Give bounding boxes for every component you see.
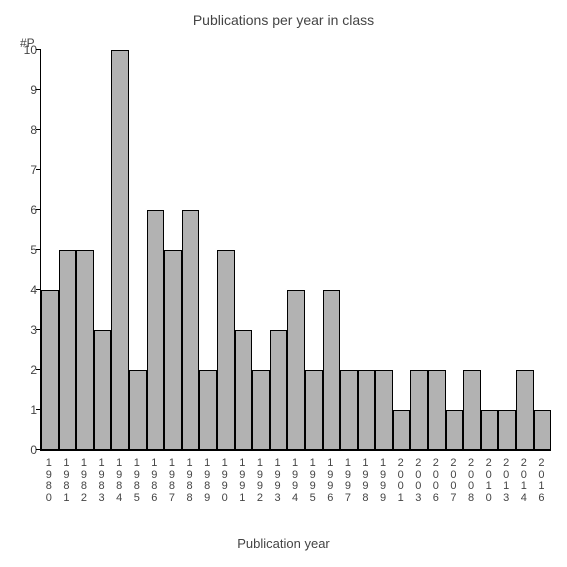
y-tick-label: 2	[17, 363, 37, 377]
bar	[41, 290, 59, 450]
x-tick-label: 1996	[322, 454, 340, 504]
bar	[428, 370, 446, 450]
x-tick-label: 2006	[427, 454, 445, 504]
x-tick-label: 1989	[198, 454, 216, 504]
x-tick-label: 1995	[304, 454, 322, 504]
x-tick-label: 1981	[58, 454, 76, 504]
bar	[498, 410, 516, 450]
bar	[252, 370, 270, 450]
bar	[111, 50, 129, 450]
x-tick-label: 1984	[110, 454, 128, 504]
y-tick-label: 9	[17, 83, 37, 97]
x-tick-label: 2010	[480, 454, 498, 504]
bar	[481, 410, 499, 450]
bar	[463, 370, 481, 450]
x-tick-label: 2016	[533, 454, 551, 504]
x-tick-labels: 1980198119821983198419851986198719881989…	[40, 454, 550, 504]
bar	[147, 210, 165, 450]
bars-group	[41, 50, 551, 450]
x-tick-label: 2001	[392, 454, 410, 504]
bar	[287, 290, 305, 450]
y-tick-mark	[36, 289, 41, 290]
x-tick-label: 2013	[497, 454, 515, 504]
y-tick-mark	[36, 209, 41, 210]
y-tick-label: 5	[17, 243, 37, 257]
bar	[270, 330, 288, 450]
x-tick-label: 2003	[409, 454, 427, 504]
bar	[516, 370, 534, 450]
bar	[182, 210, 200, 450]
x-tick-label: 1994	[286, 454, 304, 504]
x-tick-label: 1982	[75, 454, 93, 504]
y-tick-mark	[36, 449, 41, 450]
y-tick-label: 1	[17, 403, 37, 417]
chart-title: Publications per year in class	[0, 12, 567, 28]
bar	[340, 370, 358, 450]
y-tick-label: 3	[17, 323, 37, 337]
chart-container: Publications per year in class #P 012345…	[0, 0, 567, 567]
x-tick-label: 1986	[146, 454, 164, 504]
bar	[534, 410, 552, 450]
x-axis-title: Publication year	[0, 536, 567, 551]
bar	[129, 370, 147, 450]
x-tick-label: 1988	[181, 454, 199, 504]
y-tick-mark	[36, 249, 41, 250]
y-tick-mark	[36, 369, 41, 370]
y-tick-mark	[36, 49, 41, 50]
y-tick-mark	[36, 409, 41, 410]
bar	[164, 250, 182, 450]
x-tick-label: 1993	[269, 454, 287, 504]
x-tick-label: 1997	[339, 454, 357, 504]
y-tick-mark	[36, 89, 41, 90]
x-tick-label: 2014	[515, 454, 533, 504]
x-tick-label: 2007	[445, 454, 463, 504]
bar	[323, 290, 341, 450]
x-tick-label: 1999	[374, 454, 392, 504]
bar	[358, 370, 376, 450]
bar	[375, 370, 393, 450]
bar	[410, 370, 428, 450]
y-tick-label: 4	[17, 283, 37, 297]
x-tick-label: 1983	[93, 454, 111, 504]
x-tick-label: 1992	[251, 454, 269, 504]
x-tick-label: 1985	[128, 454, 146, 504]
y-tick-mark	[36, 329, 41, 330]
y-tick-label: 8	[17, 123, 37, 137]
bar	[199, 370, 217, 450]
x-tick-label: 1987	[163, 454, 181, 504]
y-tick-label: 10	[17, 43, 37, 57]
plot-area: 012345678910	[40, 50, 551, 451]
x-tick-label: 1991	[234, 454, 252, 504]
x-tick-label: 2008	[462, 454, 480, 504]
x-tick-label: 1990	[216, 454, 234, 504]
bar	[94, 330, 112, 450]
bar	[305, 370, 323, 450]
y-tick-label: 6	[17, 203, 37, 217]
y-tick-mark	[36, 169, 41, 170]
bar	[393, 410, 411, 450]
bar	[217, 250, 235, 450]
bar	[59, 250, 77, 450]
x-tick-label: 1980	[40, 454, 58, 504]
y-tick-mark	[36, 129, 41, 130]
bar	[235, 330, 253, 450]
y-tick-label: 7	[17, 163, 37, 177]
bar	[446, 410, 464, 450]
x-tick-label: 1998	[357, 454, 375, 504]
bar	[76, 250, 94, 450]
y-tick-label: 0	[17, 443, 37, 457]
